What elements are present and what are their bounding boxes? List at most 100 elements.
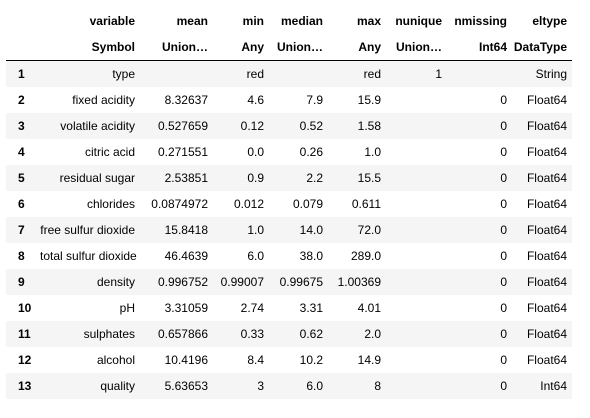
column-type-min: Any — [213, 34, 269, 61]
cell-mean: 2.53851 — [164, 171, 208, 185]
column-type-median: Union… — [269, 34, 328, 61]
cell-mean: 15.8418 — [164, 223, 208, 237]
cell-nunique — [386, 165, 447, 191]
column-header-median: median — [280, 14, 323, 28]
row-number: 7 — [18, 223, 25, 237]
cell-nmissing: 0 — [500, 379, 507, 393]
cell-min: 0.99007 — [220, 275, 264, 289]
row-number: 8 — [18, 249, 25, 263]
cell-mean: 46.4639 — [164, 249, 208, 263]
cell-eltype: Float64 — [526, 353, 567, 367]
cell-median: 0.26 — [299, 145, 323, 159]
cell-max: 72.0 — [357, 223, 381, 237]
cell-median: 7.9 — [306, 93, 323, 107]
cell-eltype: Float64 — [526, 119, 567, 133]
cell-eltype: Float64 — [526, 93, 567, 107]
cell-median: 0.52 — [299, 119, 323, 133]
cell-eltype: Int64 — [540, 379, 567, 393]
cell-mean: 5.63653 — [164, 379, 208, 393]
cell-eltype: Float64 — [526, 327, 567, 341]
cell-nmissing: 0 — [500, 93, 507, 107]
table-row: 1 type red red 1 String — [6, 60, 572, 88]
column-type-variable: Symbol — [40, 34, 140, 61]
cell-nmissing: 0 — [500, 145, 507, 159]
column-type-mean: Union… — [140, 34, 213, 61]
row-number: 6 — [18, 197, 25, 211]
cell-median: 0.62 — [299, 327, 323, 341]
cell-nunique — [386, 217, 447, 243]
cell-median: 6.0 — [306, 379, 323, 393]
cell-max: 14.9 — [357, 353, 381, 367]
table-row: 6 chlorides 0.0874972 0.012 0.079 0.611 0 Float… — [6, 191, 572, 217]
cell-max: 289.0 — [350, 249, 381, 263]
cell-mean: 8.32637 — [164, 93, 208, 107]
column-header-nunique: nunique — [395, 14, 442, 28]
cell-min: 0.12 — [240, 119, 264, 133]
cell-nunique: 1 — [435, 67, 442, 81]
cell-variable: density — [96, 275, 135, 289]
cell-mean: 3.31059 — [164, 301, 208, 315]
cell-nunique — [386, 347, 447, 373]
cell-min: 6.0 — [247, 249, 264, 263]
cell-max: 0.611 — [351, 197, 381, 211]
column-name-row: variable mean min median max nunique nmi… — [6, 8, 572, 34]
cell-variable: chlorides — [86, 197, 135, 211]
column-type-nunique: Union… — [386, 34, 447, 61]
cell-min: 3 — [257, 379, 264, 393]
table-row: 8 total sulfur dioxide 46.4639 6.0 38.0 289.0… — [6, 243, 572, 269]
cell-eltype: Float64 — [526, 197, 567, 211]
describe-table: variable mean min median max nunique nmi… — [6, 8, 572, 399]
cell-eltype: Float64 — [526, 171, 567, 185]
cell-nunique — [386, 113, 447, 139]
cell-nunique — [386, 321, 447, 347]
table-row: 10 pH 3.31059 2.74 3.31 4.01 0 Float64 — [6, 295, 572, 321]
cell-max: 15.9 — [357, 93, 381, 107]
cell-nunique — [386, 191, 447, 217]
row-number: 9 — [18, 275, 25, 289]
cell-median: 2.2 — [306, 171, 323, 185]
cell-nmissing: 0 — [500, 353, 507, 367]
row-number: 1 — [18, 67, 25, 81]
table-row: 3 volatile acidity 0.527659 0.12 0.52 1.58 0 Fl… — [6, 113, 572, 139]
row-number: 11 — [18, 327, 31, 341]
table-row: 2 fixed acidity 8.32637 4.6 7.9 15.9 0 Float64 — [6, 87, 572, 113]
cell-mean: 0.0874972 — [151, 197, 208, 211]
column-header-min: min — [242, 14, 264, 28]
cell-eltype: Float64 — [526, 275, 567, 289]
cell-nmissing: 0 — [500, 119, 507, 133]
cell-min: 4.6 — [247, 93, 264, 107]
column-header-eltype: eltype — [532, 14, 567, 28]
cell-mean: 0.657866 — [157, 327, 208, 341]
cell-max: 2.0 — [364, 327, 381, 341]
cell-variable: quality — [100, 379, 135, 393]
cell-max: 4.01 — [357, 301, 381, 315]
cell-median: 10.2 — [299, 353, 323, 367]
cell-mean — [140, 61, 213, 88]
column-type-max: Any — [328, 34, 386, 61]
table-row: 12 alcohol 10.4196 8.4 10.2 14.9 0 Float64 — [6, 347, 572, 373]
cell-variable: volatile acidity — [60, 119, 135, 133]
cell-min: 2.74 — [240, 301, 264, 315]
row-number: 2 — [18, 93, 25, 107]
cell-median: 0.079 — [292, 197, 323, 211]
cell-nmissing: 0 — [500, 223, 507, 237]
column-header-max: max — [356, 14, 381, 28]
cell-variable: residual sugar — [59, 171, 135, 185]
cell-variable: total sulfur dioxide — [40, 249, 137, 263]
row-index-type-header — [6, 34, 40, 61]
cell-mean: 0.527659 — [157, 119, 208, 133]
cell-eltype: String — [535, 67, 567, 81]
cell-mean: 0.996752 — [157, 275, 208, 289]
cell-mean: 10.4196 — [164, 353, 208, 367]
cell-nmissing — [447, 61, 512, 88]
cell-eltype: Float64 — [526, 301, 567, 315]
cell-nmissing: 0 — [500, 249, 507, 263]
cell-nmissing: 0 — [500, 171, 507, 185]
cell-nunique — [386, 295, 447, 321]
cell-variable: alcohol — [96, 353, 135, 367]
row-number: 12 — [18, 353, 32, 367]
cell-min: 8.4 — [247, 353, 264, 367]
row-number: 13 — [18, 379, 32, 393]
cell-nmissing: 0 — [500, 301, 507, 315]
cell-min: 0.9 — [247, 171, 264, 185]
